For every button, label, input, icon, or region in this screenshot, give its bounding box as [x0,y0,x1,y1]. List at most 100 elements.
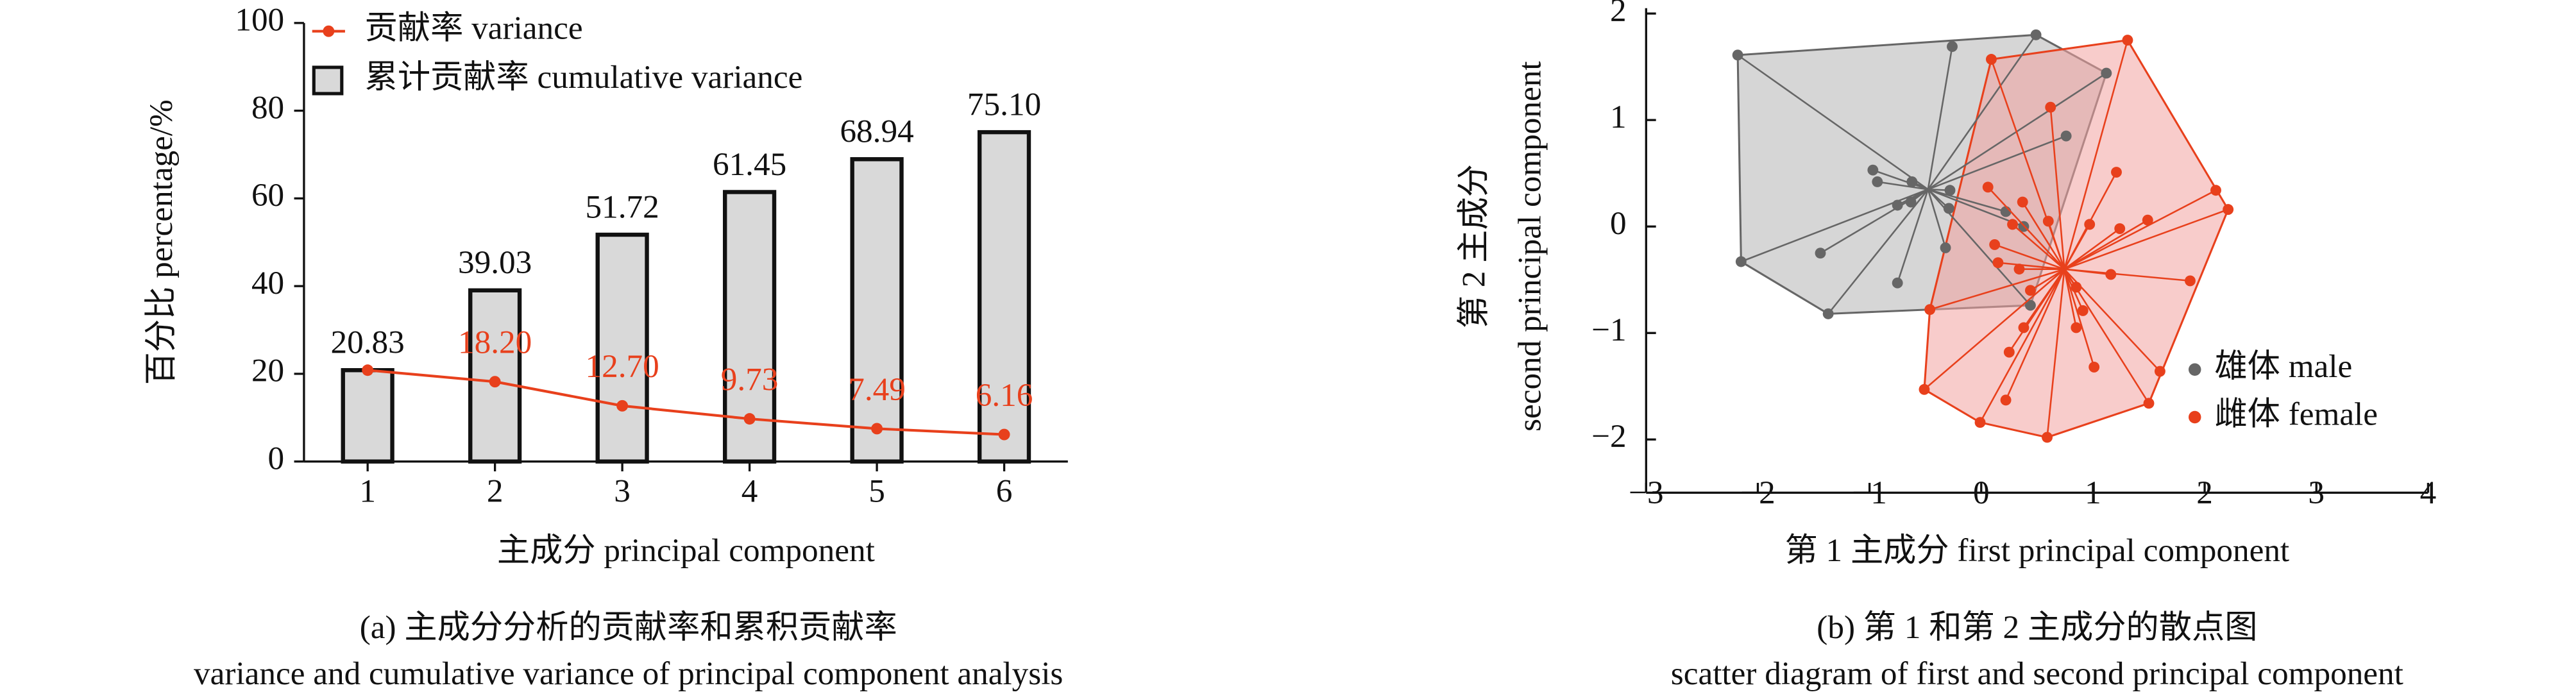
x-tick-label: 1 [359,473,376,510]
line-point [362,364,374,376]
centroid-spoke [1877,181,1928,190]
y-tick-label: 100 [235,2,284,38]
bar [595,232,649,464]
caption: (b) 第 1 和第 2 主成分的散点图 [1817,609,2257,646]
scatter-point [2024,299,2036,311]
centroid-spoke [2063,269,2095,367]
caption: (a) 主成分分析的贡献率和累积贡献率 [360,609,897,646]
line-value-label: 7.49 [848,371,906,408]
y-tick-label: −1 [1591,312,1627,348]
x-tick-label: 0 [1973,475,1990,511]
x-tick-label: 2 [2196,475,2213,511]
bar-value-label: 61.45 [713,146,786,183]
y-tick-label: 20 [251,353,284,389]
centroid-spoke [1927,189,1947,248]
centroid-spoke [1987,186,2065,270]
x-tick-label: −3 [1629,475,1664,511]
centroid-spoke [1927,46,1953,190]
scatter-point [1732,49,1743,61]
bar-value-label: 51.72 [585,189,659,225]
scatter-point [1992,257,2004,269]
scatter-point [2143,398,2155,409]
centroid-spoke [1872,169,1929,190]
y-axis-label: 第 2 主成分 [1455,164,1492,328]
caption-en: variance and cumulative variance of prin… [194,655,1063,692]
centroid-spoke [2012,223,2065,270]
line-point [871,423,883,435]
line-point [743,413,756,425]
line-value-label: 9.73 [721,362,779,398]
scatter-point [2084,219,2096,230]
y-tick-label: 2 [1610,0,1627,29]
scatter-point [2000,394,2012,406]
bar-value-label: 20.83 [331,324,405,361]
centroid-spoke [2046,269,2065,438]
legend-label: 雌体 female [2214,396,2378,432]
x-tick-label: 3 [2308,475,2325,511]
legend-label: 贡献率 variance [365,10,583,46]
line-value-label: 6.16 [976,377,1033,414]
scatter-point [2184,275,2196,287]
bar [977,130,1031,464]
scatter-point [1974,417,1986,428]
scatter-point [1986,54,1997,65]
x-tick-label: 5 [869,473,885,510]
centroid-spoke [2063,208,2229,270]
scatter-point [2000,206,2012,217]
scatter-point [1947,41,1958,53]
x-tick-label: 2 [487,473,504,510]
y-tick-label: 1 [1610,99,1627,135]
centroid-spoke [1827,189,1929,315]
centroid-spoke [1927,34,2037,190]
scatter-point [2030,29,2042,40]
legend-marker [2188,410,2201,424]
bar [341,368,394,464]
legend-marker [2188,363,2201,376]
y-tick-label: 80 [251,89,284,126]
centroid-spoke [2063,228,2121,270]
centroid-spoke [2063,269,2078,328]
line-point [998,428,1010,441]
scatter-point [2042,432,2053,443]
scatter-point [2018,322,2029,333]
legend-label: 累计贡献率 cumulative variance [365,59,803,96]
centroid-spoke [2022,201,2065,270]
y-tick-label: 40 [251,265,284,301]
scatter-point [2122,35,2133,46]
scatter-point [1735,256,1747,267]
scatter-point [2007,219,2018,230]
centroid-spoke [1979,269,2065,423]
centroid-spoke [1997,262,2065,271]
x-axis-label: 主成分 principal component [497,532,875,569]
bar-value-label: 75.10 [967,86,1041,122]
x-tick-label: 1 [2085,475,2101,511]
line [367,369,1004,436]
x-tick-label: 3 [614,473,631,510]
bar-value-label: 68.94 [840,114,913,150]
scatter-point [1892,277,1903,289]
legend-box [312,65,344,96]
y-axis-label: second principal component [1511,61,1548,431]
scatter-point [1940,242,1951,253]
scatter-point [2223,204,2234,215]
scatter-point [2024,285,2036,296]
y-tick-label: 0 [1610,205,1627,242]
scatter-point [1872,176,1883,187]
centroid-spoke [2063,40,2129,270]
centroid-spoke [1896,189,1929,283]
legend-label: 雄体 male [2214,348,2352,385]
line-value-label: 18.20 [458,324,532,361]
scatter-point [2101,67,2112,79]
scatter-point [2017,196,2028,208]
centroid-spoke [1928,135,2067,190]
centroid-spoke [1928,189,2006,213]
centroid-spoke [1994,244,2065,270]
scatter-point [2077,305,2089,316]
scatter-point [2071,322,2082,333]
scatter-point [1982,181,1994,193]
centroid-spoke [1929,268,2065,310]
scatter-point [2154,366,2165,377]
line-point [489,376,501,388]
centroid-spoke [2063,219,2148,270]
